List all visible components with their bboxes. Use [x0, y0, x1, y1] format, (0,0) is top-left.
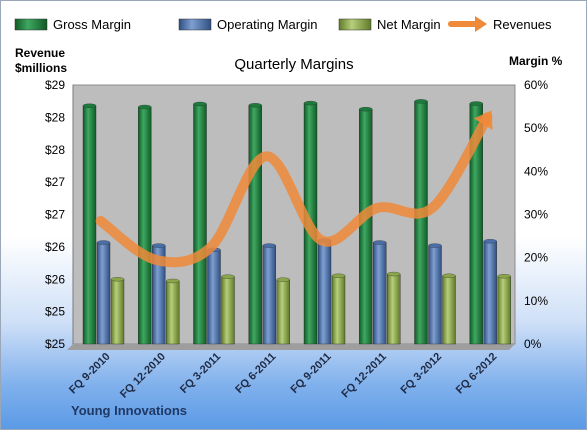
x-tick-label: FQ 3-2012	[399, 351, 445, 397]
bar-operating-margin	[262, 245, 276, 345]
x-tick-label: FQ 9-2011	[289, 351, 334, 396]
bar-top-gross-margin	[193, 101, 207, 107]
bar-top-net-margin	[276, 277, 290, 282]
bar-net-margin	[442, 275, 456, 345]
legend-label-gross-margin: Gross Margin	[53, 17, 131, 32]
bar-top-operating-margin	[373, 240, 387, 245]
bar-top-net-margin	[331, 273, 346, 278]
bar-gross-margin	[248, 105, 262, 345]
x-tick-label: FQ 12-2011	[339, 351, 389, 401]
bar-gross-margin	[138, 106, 152, 345]
bar-gross-margin	[82, 105, 97, 345]
right-tick-label: 30%	[524, 208, 548, 222]
right-tick-label: 50%	[524, 121, 548, 135]
company-name: Young Innovations	[71, 403, 187, 418]
right-tick-label: 60%	[524, 78, 548, 92]
x-tick-label: FQ 6-2011	[233, 351, 278, 396]
x-tick-label: FQ 3-2011	[178, 351, 223, 396]
legend-label-operating-margin: Operating Margin	[217, 17, 317, 32]
bar-operating-margin	[207, 249, 221, 345]
bar-top-net-margin	[442, 273, 456, 278]
bar-top-gross-margin	[138, 104, 152, 110]
right-tick-label: 40%	[524, 164, 548, 178]
bar-top-gross-margin	[359, 107, 373, 112]
bar-top-operating-margin	[428, 243, 442, 248]
left-axis-title-line2: $millions	[15, 61, 67, 75]
bar-top-net-margin	[497, 274, 511, 279]
chart-title: Quarterly Margins	[234, 56, 353, 73]
bar-top-operating-margin	[262, 243, 276, 248]
left-tick-label: $28	[45, 143, 65, 157]
bar-gross-margin	[359, 108, 373, 345]
legend-arrowhead-revenues	[475, 16, 487, 32]
bar-gross-margin	[193, 103, 207, 345]
bar-net-margin	[276, 279, 290, 345]
bar-top-net-margin	[166, 278, 180, 284]
bar-top-gross-margin	[82, 103, 97, 108]
left-tick-label: $26	[45, 272, 65, 286]
bar-operating-margin	[428, 245, 442, 345]
plot-floor	[67, 344, 515, 350]
revenues-arrowhead	[473, 110, 493, 130]
x-tick-label: FQ 6-2012	[454, 351, 500, 397]
right-tick-label: 0%	[524, 337, 542, 351]
legend-swatch-gross-margin	[14, 18, 48, 31]
left-tick-label: $29	[45, 78, 65, 92]
bar-net-margin	[497, 276, 511, 345]
legend-label-revenues: Revenues	[493, 17, 552, 32]
bar-top-operating-margin	[483, 239, 497, 244]
bar-top-gross-margin	[414, 99, 428, 104]
bar-top-net-margin	[221, 274, 235, 279]
bar-operating-margin	[96, 242, 111, 345]
bar-gross-margin	[414, 101, 428, 345]
legend-swatch-net-margin	[338, 18, 372, 31]
bar-top-gross-margin	[248, 103, 262, 108]
bar-net-margin	[166, 280, 180, 345]
bar-operating-margin	[483, 241, 497, 345]
left-tick-label: $27	[45, 175, 65, 189]
bar-net-margin	[110, 279, 125, 345]
legend-label-net-margin: Net Margin	[377, 17, 441, 32]
bar-net-margin	[387, 273, 401, 345]
left-axis-title-line1: Revenue	[15, 46, 65, 60]
right-tick-label: 10%	[524, 294, 548, 308]
bar-operating-margin	[373, 242, 387, 345]
x-tick-label: FQ 12-2010	[118, 351, 168, 401]
bar-top-gross-margin	[469, 101, 483, 106]
bar-top-net-margin	[110, 277, 125, 282]
left-tick-label: $26	[45, 240, 65, 254]
x-tick-label: FQ 9-2010	[67, 351, 113, 397]
legend-swatch-operating-margin	[178, 18, 212, 31]
bar-top-operating-margin	[96, 240, 111, 245]
bar-top-operating-margin	[152, 243, 166, 248]
left-tick-label: $25	[45, 305, 65, 319]
bar-operating-margin	[317, 240, 332, 345]
left-tick-label: $28	[45, 110, 65, 124]
bar-top-net-margin	[387, 271, 401, 277]
bar-top-gross-margin	[303, 100, 318, 106]
right-axis-title: Margin %	[509, 54, 563, 68]
bar-net-margin	[221, 276, 235, 345]
right-tick-label: 20%	[524, 251, 548, 265]
left-tick-label: $25	[45, 337, 65, 351]
left-tick-label: $27	[45, 208, 65, 222]
bar-net-margin	[331, 275, 346, 345]
